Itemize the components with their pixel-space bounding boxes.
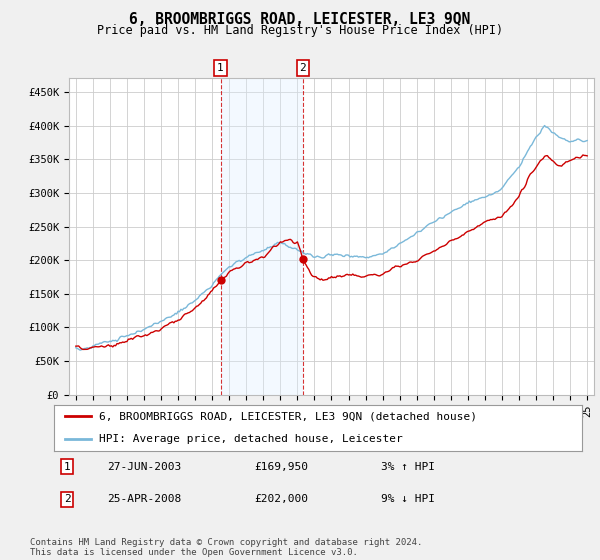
Text: 1: 1 xyxy=(217,63,224,73)
Text: 2: 2 xyxy=(299,63,306,73)
Text: 6, BROOMBRIGGS ROAD, LEICESTER, LE3 9QN (detached house): 6, BROOMBRIGGS ROAD, LEICESTER, LE3 9QN … xyxy=(99,412,477,421)
Text: £202,000: £202,000 xyxy=(254,494,308,505)
Text: Price paid vs. HM Land Registry's House Price Index (HPI): Price paid vs. HM Land Registry's House … xyxy=(97,24,503,36)
Text: 6, BROOMBRIGGS ROAD, LEICESTER, LE3 9QN: 6, BROOMBRIGGS ROAD, LEICESTER, LE3 9QN xyxy=(130,12,470,27)
Text: 2: 2 xyxy=(64,494,71,505)
Text: Contains HM Land Registry data © Crown copyright and database right 2024.
This d: Contains HM Land Registry data © Crown c… xyxy=(30,538,422,557)
Text: 1: 1 xyxy=(64,461,71,472)
Text: £169,950: £169,950 xyxy=(254,461,308,472)
Text: 25-APR-2008: 25-APR-2008 xyxy=(107,494,181,505)
Text: 3% ↑ HPI: 3% ↑ HPI xyxy=(382,461,436,472)
Text: HPI: Average price, detached house, Leicester: HPI: Average price, detached house, Leic… xyxy=(99,435,403,444)
Text: 9% ↓ HPI: 9% ↓ HPI xyxy=(382,494,436,505)
Text: 27-JUN-2003: 27-JUN-2003 xyxy=(107,461,181,472)
Bar xyxy=(221,78,303,395)
